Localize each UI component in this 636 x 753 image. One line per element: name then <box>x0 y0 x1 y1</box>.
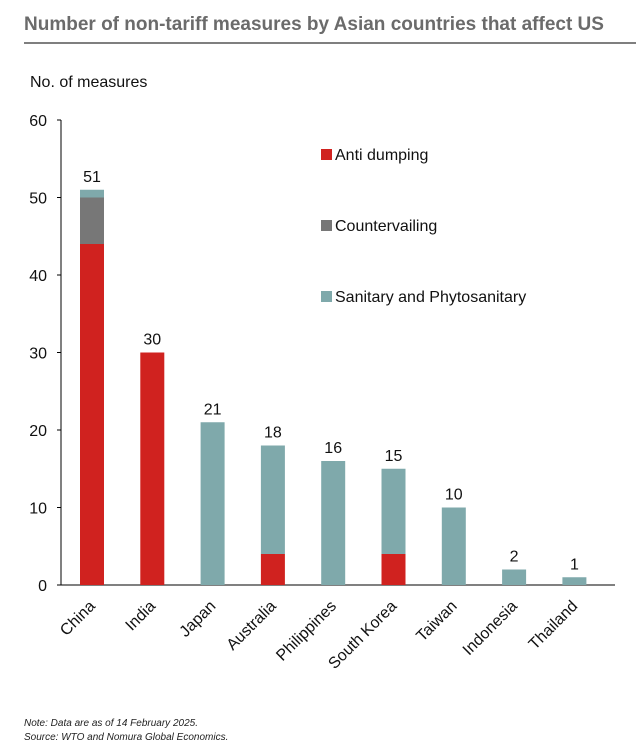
legend-swatch <box>321 149 332 160</box>
bar-anti-dumping <box>260 554 285 585</box>
y-tick-label: 60 <box>29 113 47 130</box>
bar-sanitary-and-phytosanitary <box>441 507 466 585</box>
bar-anti-dumping <box>381 554 406 585</box>
chart-source: Source: WTO and Nomura Global Economics. <box>24 732 229 743</box>
bar-sanitary-and-phytosanitary <box>381 468 406 554</box>
data-label: 10 <box>445 487 463 504</box>
data-label: 15 <box>385 448 403 465</box>
x-tick-label: China <box>57 598 99 640</box>
y-axis-label: No. of measures <box>30 74 147 91</box>
chart-title: Number of non-tariff measures by Asian c… <box>24 14 604 35</box>
y-tick-label: 30 <box>29 346 47 363</box>
y-tick-label: 50 <box>29 191 47 208</box>
title-divider <box>24 42 636 44</box>
bar-sanitary-and-phytosanitary <box>502 569 527 585</box>
x-tick-label: Australia <box>224 598 280 654</box>
y-tick-label: 10 <box>29 501 47 518</box>
data-label: 18 <box>264 425 282 442</box>
bar-sanitary-and-phytosanitary <box>80 189 104 198</box>
bar-sanitary-and-phytosanitary <box>260 445 285 554</box>
bar-anti-dumping <box>140 352 165 585</box>
x-tick-label: India <box>123 598 160 635</box>
data-label: 51 <box>83 169 101 186</box>
legend-label: Sanitary and Phytosanitary <box>335 289 526 306</box>
y-tick-label: 0 <box>38 578 47 595</box>
legend-label: Anti dumping <box>335 147 428 164</box>
y-tick-label: 40 <box>29 268 47 285</box>
bar-sanitary-and-phytosanitary <box>200 422 225 585</box>
legend-swatch <box>321 220 332 231</box>
x-tick-label: Thailand <box>526 598 581 653</box>
data-label: 2 <box>510 549 519 566</box>
data-label: 16 <box>324 440 342 457</box>
x-tick-label: Indonesia <box>460 598 521 659</box>
bar-sanitary-and-phytosanitary <box>321 461 346 585</box>
legend-swatch <box>321 291 332 302</box>
data-label: 30 <box>143 332 161 349</box>
bar-anti-dumping <box>80 244 104 585</box>
data-label: 1 <box>570 556 579 573</box>
legend-label: Countervailing <box>335 218 437 235</box>
x-tick-label: Taiwan <box>413 598 460 645</box>
chart-note: Note: Data are as of 14 February 2025. <box>24 718 198 729</box>
bar-countervailing <box>80 197 104 244</box>
bar-sanitary-and-phytosanitary <box>562 577 587 585</box>
y-tick-label: 20 <box>29 423 47 440</box>
x-tick-label: Japan <box>177 598 220 641</box>
data-label: 21 <box>204 401 222 418</box>
x-tick-label: Philippines <box>273 598 340 665</box>
